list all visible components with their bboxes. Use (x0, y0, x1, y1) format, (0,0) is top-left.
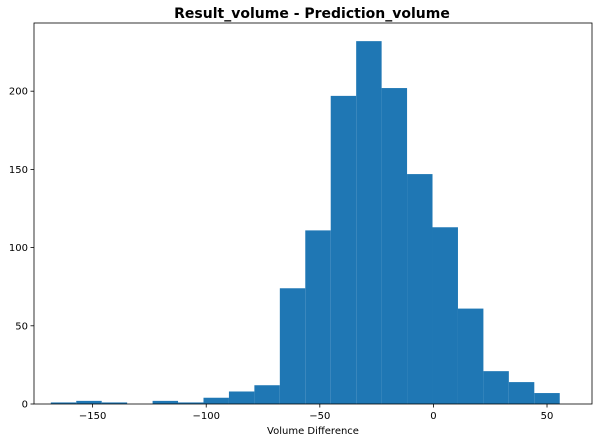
histogram-bar-1 (76, 400, 102, 404)
x-tick-label: 50 (541, 411, 554, 422)
x-axis-label: Volume Difference (267, 426, 359, 437)
y-tick-label: 50 (15, 321, 28, 332)
x-tick-label: −150 (79, 411, 106, 422)
y-tick-label: 100 (9, 243, 28, 254)
histogram-bar-4 (152, 400, 179, 404)
histogram-bar-5 (178, 402, 204, 404)
histogram-bar-14 (407, 174, 433, 404)
histogram-bar-12 (356, 41, 382, 404)
histogram-bar-6 (203, 397, 229, 404)
histogram-bar-16 (457, 308, 484, 404)
histogram-bar-13 (381, 88, 408, 404)
x-axis-ticks: −150 −100 −50 0 50 (79, 404, 553, 422)
histogram-bar-15 (432, 227, 458, 404)
y-tick-label: 0 (22, 400, 28, 411)
histogram-bar-10 (305, 230, 331, 404)
bars-layer (50, 41, 560, 404)
histogram-bar-8 (254, 385, 280, 404)
y-tick-label: 200 (9, 87, 28, 98)
histogram-bar-19 (534, 393, 560, 404)
histogram-bar-7 (228, 391, 255, 404)
histogram-bar-18 (508, 382, 535, 404)
x-tick-label: −50 (309, 411, 330, 422)
y-tick-label: 150 (9, 165, 28, 176)
plot-frame (33, 22, 593, 405)
histogram-bar-11 (330, 95, 357, 404)
histogram-bar-9 (279, 288, 306, 404)
y-axis-ticks: 0 50 100 150 200 (9, 87, 34, 411)
chart-title: Result_volume - Prediction_volume (174, 6, 450, 22)
x-tick-label: 0 (430, 411, 436, 422)
histogram-bar-17 (483, 371, 509, 404)
x-tick-label: −100 (192, 411, 219, 422)
histogram-bar-0 (50, 402, 77, 404)
histogram-bar-2 (101, 402, 128, 404)
